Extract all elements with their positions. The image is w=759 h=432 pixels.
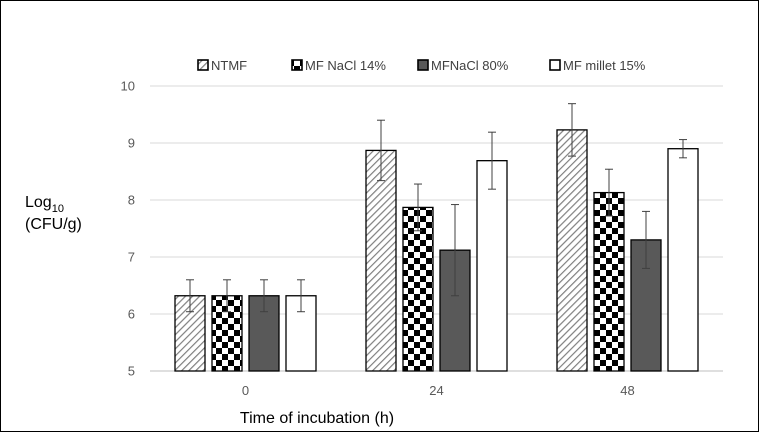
x-tick-label: 0 [242,383,249,398]
legend-swatch [549,59,561,71]
bars [174,129,699,372]
y-tick-label: 9 [128,136,135,151]
legend-label: MFNaCl 80% [431,58,509,73]
legend-swatch [417,59,429,71]
legend-item: MF millet 15% [549,58,646,73]
y-tick-label: 5 [128,364,135,379]
y-tick-label: 7 [128,250,135,265]
y-axis-title: Log10 [25,194,64,215]
bar [556,129,588,372]
bar [476,160,508,372]
gridlines [150,85,723,372]
y-axis-title-main: Log [25,194,52,211]
y-tick-label: 6 [128,307,135,322]
y-axis-ticks: 5 6 7 8 9 10 [121,79,135,379]
x-axis-title: Time of incubation (h) [240,410,394,427]
bar [593,191,625,372]
legend-item: MFNaCl 80% [417,58,509,73]
bar [365,149,397,372]
y-axis-unit: (CFU/g) [25,216,82,233]
legend-swatch [291,59,303,71]
x-tick-label: 48 [620,383,634,398]
legend-label: NTMF [211,58,247,73]
legend-swatch [197,59,209,71]
legend-label: MF millet 15% [563,58,646,73]
y-axis-title-subscript: 10 [52,203,64,215]
y-tick-label: 8 [128,193,135,208]
legend-label: MF NaCl 14% [305,58,386,73]
bar [402,206,434,372]
x-tick-label: 24 [429,383,443,398]
legend-item: MF NaCl 14% [291,58,386,73]
x-axis-ticks: 0 24 48 [242,383,635,398]
bar [667,148,699,372]
legend: NTMF MF NaCl 14% MFNaCl 80% MF millet 15% [197,58,646,73]
y-tick-label: 10 [121,79,135,94]
legend-item: NTMF [197,58,247,73]
error-bars [186,103,687,313]
